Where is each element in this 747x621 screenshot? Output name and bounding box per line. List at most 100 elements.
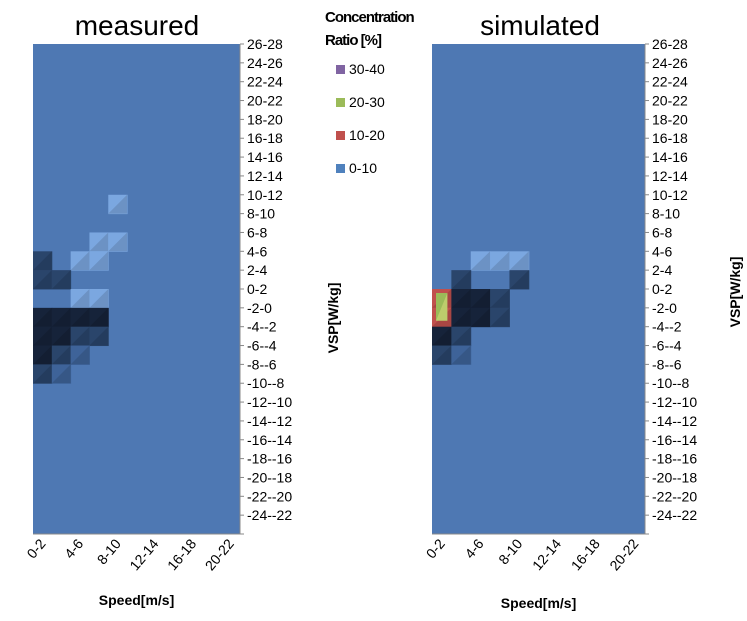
x-tick-label-measured-2: 8-10 <box>94 535 124 567</box>
y-tick-label-measured-24: -22--20 <box>247 488 292 504</box>
heat-cell-shade-simulated-1 <box>490 251 510 271</box>
heat-cell-simulated-3 <box>451 270 472 290</box>
x-tick-label-simulated-2: 8-10 <box>495 535 525 567</box>
y-tick-label-measured-9: 8-10 <box>247 206 275 222</box>
x-tick-label-simulated-1: 4-6 <box>461 535 486 561</box>
heat-cell-measured-17 <box>89 326 109 347</box>
legend-title-line1: Concentration <box>325 9 415 26</box>
heat-cell-shade-measured-2 <box>108 232 128 252</box>
heat-cell-simulated-15 <box>432 345 452 365</box>
y-tick-label-simulated-7: 12-14 <box>652 168 688 184</box>
y-tick-label-measured-6: 14-16 <box>247 149 283 165</box>
heat-cell-shade-measured-7 <box>51 270 71 289</box>
legend-label-2: 10-20 <box>349 127 385 143</box>
y-tick-label-simulated-18: -10--8 <box>652 375 690 391</box>
heat-cell-shade-measured-18 <box>33 345 52 365</box>
y-tick-label-measured-16: -6--4 <box>247 338 277 354</box>
legend-swatch-3 <box>336 164 345 173</box>
heat-cell-measured-4 <box>89 251 109 271</box>
heat-cell-measured-0 <box>108 194 128 215</box>
heat-cell-shade-simulated-12 <box>490 307 510 327</box>
legend-title-line2: Ratio [%] <box>325 32 382 49</box>
heat-cell-measured-1 <box>89 232 109 252</box>
heat-cell-simulated-0 <box>470 251 491 271</box>
heat-cell-shade-simulated-15 <box>432 345 452 365</box>
heat-cell-measured-3 <box>70 251 90 271</box>
heat-cell-measured-11 <box>51 307 72 328</box>
y-tick-label-simulated-25: -24--22 <box>652 507 697 523</box>
legend-swatch-1 <box>336 98 345 107</box>
y-tick-label-simulated-13: 0-2 <box>652 281 672 297</box>
y-tick-label-measured-25: -24--22 <box>247 507 292 523</box>
x-tick-label-measured-1: 4-6 <box>61 535 86 561</box>
heat-cell-simulated-4 <box>509 270 530 290</box>
y-axis-title-simulated: VSP[W/kg] <box>727 257 743 328</box>
y-tick-label-measured-15: -4--2 <box>247 319 277 335</box>
heat-cell-measured-15 <box>51 326 72 347</box>
heat-cell-measured-19 <box>51 345 72 365</box>
heat-cell-shade-simulated-8 <box>470 289 491 308</box>
heat-cell-shade-measured-21 <box>33 364 52 384</box>
x-tick-label-measured-5: 20-22 <box>202 535 237 573</box>
heat-cell-measured-10 <box>33 307 53 328</box>
y-tick-label-simulated-9: 8-10 <box>652 206 680 222</box>
legend-label-3: 0-10 <box>349 160 377 176</box>
heat-cell-shade-simulated-9 <box>490 289 510 308</box>
y-tick-label-measured-8: 10-12 <box>247 187 283 203</box>
heat-cell-simulated-8 <box>470 289 491 309</box>
y-tick-label-simulated-3: 20-22 <box>652 93 688 109</box>
y-tick-label-simulated-19: -12--10 <box>652 394 697 410</box>
legend-swatch-2 <box>336 131 345 140</box>
heat-cell-simulated-2 <box>509 251 530 271</box>
heat-cell-shade-measured-8 <box>70 289 90 308</box>
y-tick-label-measured-12: 2-4 <box>247 262 267 278</box>
heat-cell-shade-measured-11 <box>51 307 71 327</box>
x-tick-label-measured-3: 12-14 <box>126 535 161 573</box>
x-tick-label-simulated-4: 16-18 <box>568 535 603 573</box>
heat-cell-simulated-11 <box>470 307 491 328</box>
heat-cell-shade-measured-9 <box>89 289 109 308</box>
heat-cell-simulated-7 <box>451 289 472 309</box>
y-tick-label-measured-4: 18-20 <box>247 111 283 127</box>
y-tick-label-measured-1: 24-26 <box>247 55 283 71</box>
y-tick-label-simulated-2: 22-24 <box>652 74 688 90</box>
heat-cell-shade-simulated-0 <box>470 251 491 271</box>
y-tick-label-simulated-11: 4-6 <box>652 243 672 259</box>
heat-cell-shade-simulated-7 <box>451 289 471 308</box>
heat-cell-shade-measured-12 <box>70 307 90 327</box>
heat-cell-shade-measured-20 <box>70 345 90 365</box>
y-tick-label-simulated-12: 2-4 <box>652 262 672 278</box>
y-tick-label-simulated-16: -6--4 <box>652 338 682 354</box>
heat-cell-shade-measured-16 <box>70 326 90 346</box>
heat-cell-shade-measured-14 <box>33 326 52 346</box>
x-tick-label-measured-4: 16-18 <box>164 535 199 573</box>
heat-cell-shade-measured-13 <box>89 307 109 327</box>
heat-cell-shade-measured-19 <box>51 345 71 365</box>
heat-cell-shade-measured-15 <box>51 326 71 346</box>
y-tick-label-measured-7: 12-14 <box>247 168 283 184</box>
heat-cell-simulated-12 <box>490 307 510 328</box>
heat-cell-measured-18 <box>33 345 53 365</box>
x-tick-label-simulated-3: 12-14 <box>529 535 564 573</box>
y-tick-label-simulated-8: 10-12 <box>652 187 688 203</box>
heat-cell-shade-measured-6 <box>33 270 52 289</box>
heat-cell-measured-7 <box>51 270 72 290</box>
y-tick-label-measured-18: -10--8 <box>247 375 285 391</box>
heat-cell-measured-20 <box>70 345 90 365</box>
y-tick-label-simulated-22: -18--16 <box>652 451 697 467</box>
legend-label-0: 30-40 <box>349 61 385 77</box>
heat-cell-measured-16 <box>70 326 90 347</box>
heat-cell-shade-simulated-11 <box>470 307 491 327</box>
heat-cell-shade-measured-4 <box>89 251 109 271</box>
y-tick-label-simulated-20: -14--12 <box>652 413 697 429</box>
heat-cell-shade-measured-10 <box>33 307 52 327</box>
y-tick-label-measured-3: 20-22 <box>247 93 283 109</box>
heat-cell-measured-5 <box>33 251 53 271</box>
heat-cell-simulated-16 <box>451 345 472 365</box>
y-tick-label-simulated-23: -20--18 <box>652 469 697 485</box>
y-tick-label-simulated-4: 18-20 <box>652 111 688 127</box>
heat-cell-shade-measured-17 <box>89 326 109 346</box>
y-tick-label-simulated-15: -4--2 <box>652 319 682 335</box>
